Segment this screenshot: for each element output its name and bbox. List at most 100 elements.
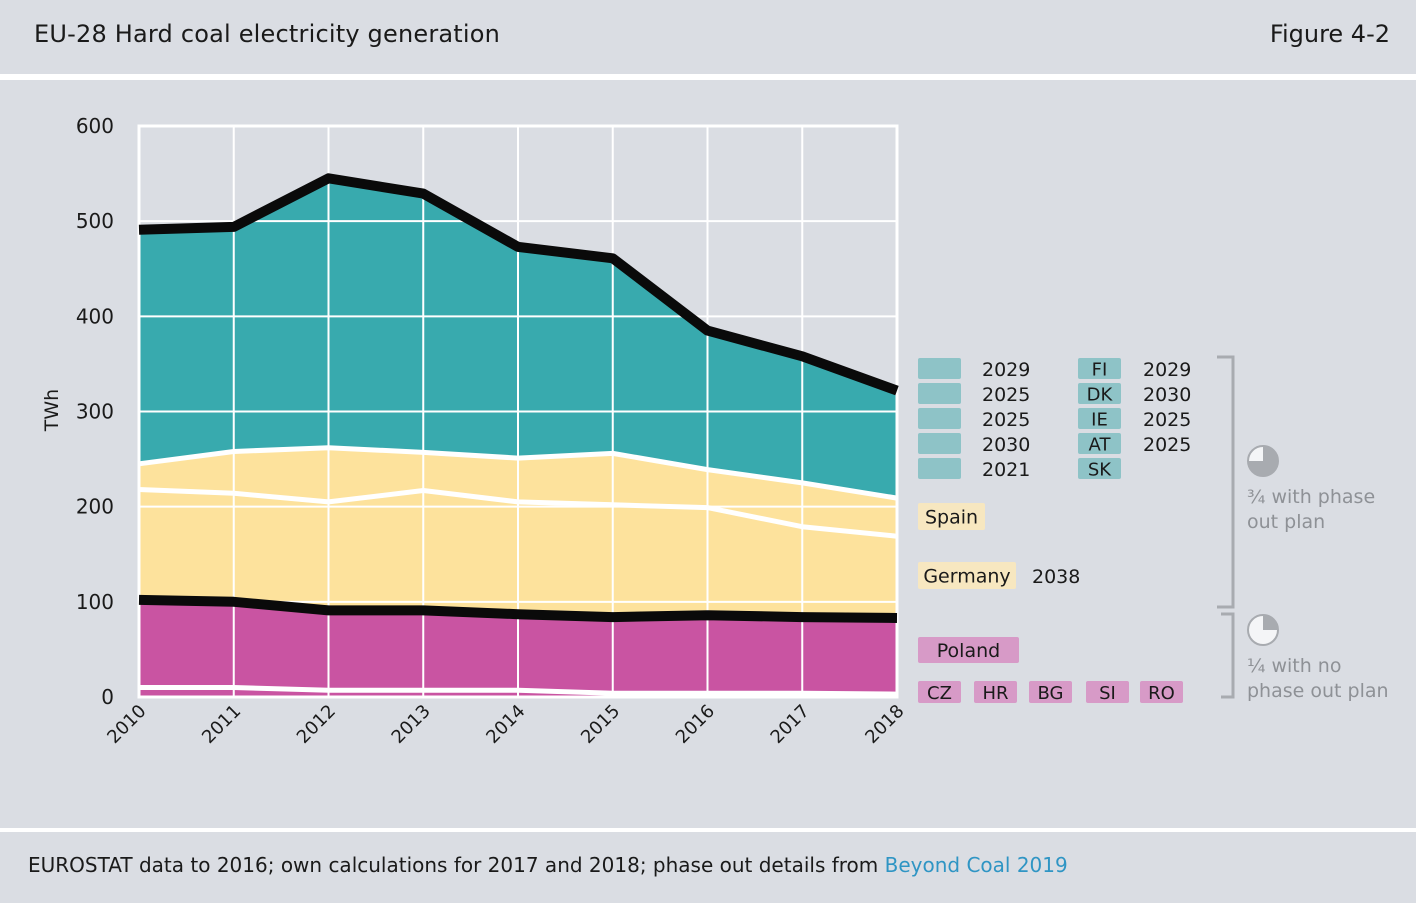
phase-out-year: 2030 (1143, 384, 1191, 406)
phase-out-year: 2025 (1143, 409, 1191, 431)
total-line (138, 173, 899, 396)
chart-title: EU-28 Hard coal electricity generation (34, 20, 501, 48)
teal-label-col2-0-text: FI (1092, 360, 1108, 381)
label-country-si-box (1086, 681, 1129, 703)
label-germany-text: Germany (923, 566, 1010, 588)
teal-label-col1-2 (918, 408, 961, 429)
teal-label-col2-4-text: SK (1088, 460, 1112, 481)
phase-out-year: 2029 (1143, 359, 1191, 381)
source-note: EUROSTAT data to 2016; own calculations … (28, 853, 1068, 877)
germany-phase-out-year: 2038 (1032, 566, 1080, 588)
x-tick-label: 2012 (293, 701, 340, 748)
bracket-with-plan (1217, 355, 1235, 609)
label-country-hr-box (974, 681, 1017, 703)
label-country-bg: BG (1029, 681, 1072, 704)
phase-out-year: 2029 (982, 359, 1030, 381)
phase-out-year: 2025 (1143, 434, 1191, 456)
label-country-ro-box (1140, 681, 1183, 703)
label-country-ro-text: RO (1148, 683, 1175, 704)
label-poland-text: Poland (937, 640, 1000, 662)
teal-label-col2-1-box (1078, 383, 1121, 404)
x-tick-label: 2011 (198, 701, 245, 748)
teal-label-col1-0 (918, 358, 961, 379)
label-country-cz-text: CZ (927, 683, 952, 704)
teal-label-col2-1: DK (1078, 383, 1121, 406)
label-country-si: SI (1086, 681, 1129, 704)
header-band: EU-28 Hard coal electricity generation F… (0, 0, 1416, 74)
teal-label-col1-3-box (918, 433, 961, 454)
teal-label-col2-2-text: IE (1091, 410, 1108, 431)
pie-one-quarter-icon-slice (1263, 615, 1278, 630)
teal-label-col1-2-box (918, 408, 961, 429)
y-tick-label: 400 (76, 304, 114, 328)
teal-label-col1-3 (918, 433, 961, 454)
label-poland: Poland (918, 637, 1019, 663)
figure-label: Figure 4-2 (1269, 20, 1390, 48)
teal-label-col2-2-box (1078, 408, 1121, 429)
label-country-bg-box (1029, 681, 1072, 703)
teal-label-col2-1-text: DK (1087, 385, 1114, 406)
teal-label-col2-3-box (1078, 433, 1121, 454)
bracket-label-line1: ¼ with no (1247, 655, 1341, 677)
bracket-no-plan (1221, 612, 1235, 699)
y-axis-label: TWh (41, 389, 63, 432)
phase-out-year: 2025 (982, 384, 1030, 406)
phase-out-brackets (1217, 355, 1235, 699)
label-germany: Germany (918, 562, 1016, 589)
label-country-cz-box (918, 681, 961, 703)
bracket-label-line2: out plan (1247, 511, 1325, 533)
x-tick-label: 2013 (388, 701, 435, 748)
x-tick-label: 2017 (767, 701, 814, 748)
pie-one-quarter-icon (1247, 614, 1279, 646)
teal-label-col2-0: FI (1078, 358, 1121, 381)
label-country-si-text: SI (1099, 683, 1116, 704)
label-spain-box (918, 503, 985, 530)
boundary-phase-out-split (138, 594, 898, 623)
teal-label-col1-1 (918, 383, 961, 404)
y-tick-label: 500 (76, 209, 114, 233)
boundary-germany-spain (138, 487, 898, 539)
pie-three-quarter-icon (1247, 445, 1279, 477)
bracket-label-line1: ¾ with phase (1247, 486, 1375, 508)
label-spain: Spain (918, 503, 985, 530)
x-tick-label: 2014 (482, 701, 529, 748)
label-country-hr-text: HR (982, 683, 1008, 704)
label-country-ro: RO (1140, 681, 1183, 704)
pie-three-quarter-icon-slice (1248, 446, 1278, 476)
teal-label-col2-3: AT (1078, 433, 1121, 456)
teal-label-col2-0-box (1078, 358, 1121, 379)
source-text: EUROSTAT data to 2016; own calculations … (28, 853, 885, 877)
teal-label-col2-2: IE (1078, 408, 1121, 431)
y-tick-label: 300 (76, 400, 114, 424)
phase-out-year: 2030 (982, 434, 1030, 456)
y-tick-label: 200 (76, 495, 114, 519)
boundary-small-countries (139, 685, 898, 697)
teal-label-col1-0-box (918, 358, 961, 379)
y-tick-label: 600 (76, 114, 114, 138)
x-tick-label: 2015 (577, 701, 624, 748)
footer-band: EUROSTAT data to 2016; own calculations … (0, 832, 1416, 903)
label-country-bg-text: BG (1038, 683, 1064, 704)
label-germany-box (918, 562, 1016, 589)
x-tick-label: 2018 (861, 701, 908, 748)
teal-label-col1-4-box (918, 458, 961, 479)
bracket-label-line2: phase out plan (1247, 680, 1389, 702)
phase-out-year: 2025 (982, 409, 1030, 431)
label-country-hr: HR (974, 681, 1017, 704)
label-poland-box (918, 637, 1019, 663)
plot-frame (137, 124, 899, 699)
phase-out-year: 2021 (982, 459, 1030, 481)
boundary-spain-others (138, 445, 898, 501)
source-link[interactable]: Beyond Coal 2019 (884, 853, 1068, 877)
y-tick-label: 100 (76, 590, 114, 614)
teal-label-col1-4 (918, 458, 961, 479)
teal-label-col2-3-text: AT (1089, 435, 1112, 456)
label-spain-text: Spain (925, 507, 978, 529)
teal-label-col2-4-box (1078, 458, 1121, 479)
teal-label-col2-4: SK (1078, 458, 1121, 481)
x-tick-label: 2016 (672, 701, 719, 748)
label-country-cz: CZ (918, 681, 961, 704)
y-tick-label: 0 (101, 685, 114, 709)
teal-label-col1-1-box (918, 383, 961, 404)
